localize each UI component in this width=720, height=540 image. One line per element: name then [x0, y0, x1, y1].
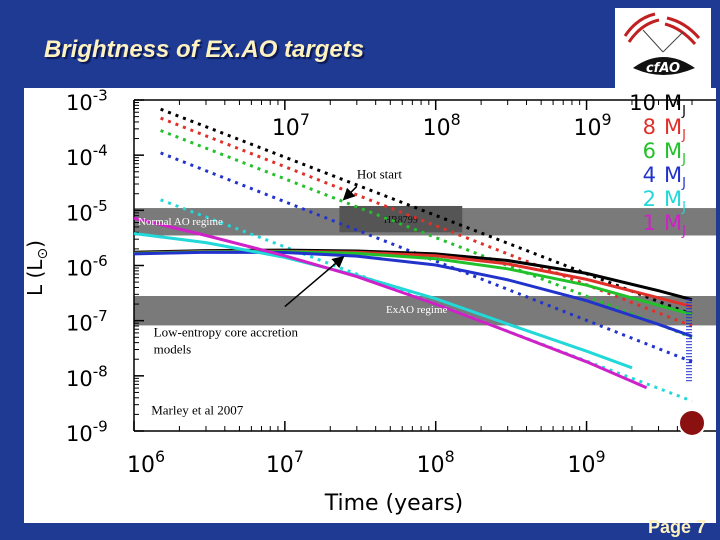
legend-mass-5: 1 — [643, 211, 656, 235]
legend-mass-0: 10 — [629, 91, 656, 115]
legend-unit-4: MJ — [664, 187, 686, 215]
svg-text:cfAO: cfAO — [646, 61, 680, 76]
annotation-text-0: Hot start — [357, 166, 403, 181]
legend-mass-2: 6 — [643, 139, 656, 163]
y-tick-label-5: 10-8 — [66, 362, 108, 390]
legend: 10 MJ 8 MJ 6 MJ 4 MJ 2 MJ 1 MJ — [629, 91, 686, 239]
legend-unit-2: MJ — [664, 139, 686, 167]
y-tick-label-4: 10-7 — [66, 307, 108, 335]
plot-panel: HR8799 106 107 107 108 108 109 109 10-3 10-4 10-5… — [23, 87, 716, 523]
legend-mass-1: 8 — [643, 115, 656, 139]
legend-mass-3: 4 — [643, 163, 656, 187]
slide-title: Brightness of Ex.AO targets — [44, 36, 365, 63]
band-label-normal-ao: Normal AO regime — [138, 216, 223, 228]
annotations: Hot start Low-entropy core accretion model… — [138, 166, 706, 437]
series-lines — [133, 107, 693, 403]
band-label-exao: ExAO regime — [386, 304, 448, 316]
x-tick-label-top-3: 109 — [574, 110, 612, 141]
x-tick-label-top-1: 107 — [272, 110, 310, 141]
hr8799-box — [339, 205, 463, 233]
y-tick-label-2: 10-5 — [66, 197, 108, 225]
legend-unit-5: MJ — [664, 211, 686, 239]
cfao-logo: cfAO — [615, 8, 711, 88]
highlight-marker — [678, 408, 706, 437]
annotation-arrow-1 — [284, 255, 345, 308]
y-tick-label-0: 10-3 — [66, 88, 108, 115]
y-axis-title: L (L⊙) — [24, 240, 51, 296]
legend-unit-1: MJ — [664, 115, 686, 143]
x-tick-label-0: 106 — [127, 447, 165, 478]
series-2mj-core-accretion — [133, 232, 633, 370]
logo-graphic: cfAO — [623, 12, 701, 76]
legend-mass-4: 2 — [643, 187, 656, 211]
series-10mj-hot-start — [160, 107, 693, 316]
y-tick-label-1: 10-4 — [66, 142, 108, 170]
x-tick-label-2: 108 — [417, 447, 455, 478]
y-tick-label-6: 10-9 — [66, 418, 108, 446]
hr8799-label: HR8799 — [384, 215, 418, 226]
annotation-text-3: Marley et al 2007 — [151, 402, 244, 417]
x-axis-title: Time (years) — [324, 491, 464, 516]
series-4mj-core-accretion — [133, 250, 693, 338]
annotation-line-2-1: models — [154, 341, 192, 356]
annotation-line-2-0: Low-entropy core accretion — [154, 324, 299, 339]
y-tick-label-3: 10-6 — [66, 252, 108, 280]
x-tick-label-1: 107 — [266, 447, 304, 478]
x-tick-label-top-2: 108 — [423, 110, 461, 141]
axes: 106 10710710810810910910-310-410-510-610-… — [23, 87, 716, 516]
series-1mj-core-accretion — [133, 216, 648, 390]
legend-unit-0: MJ — [664, 91, 686, 119]
x-tick-label-3: 109 — [568, 447, 606, 478]
legend-unit-3: MJ — [664, 163, 686, 191]
page-number: Page 7 — [647, 517, 706, 537]
luminosity-chart: HR8799 106 10710710810810910910-310-410-5… — [23, 87, 716, 516]
annotation-arrow-0 — [342, 185, 358, 201]
